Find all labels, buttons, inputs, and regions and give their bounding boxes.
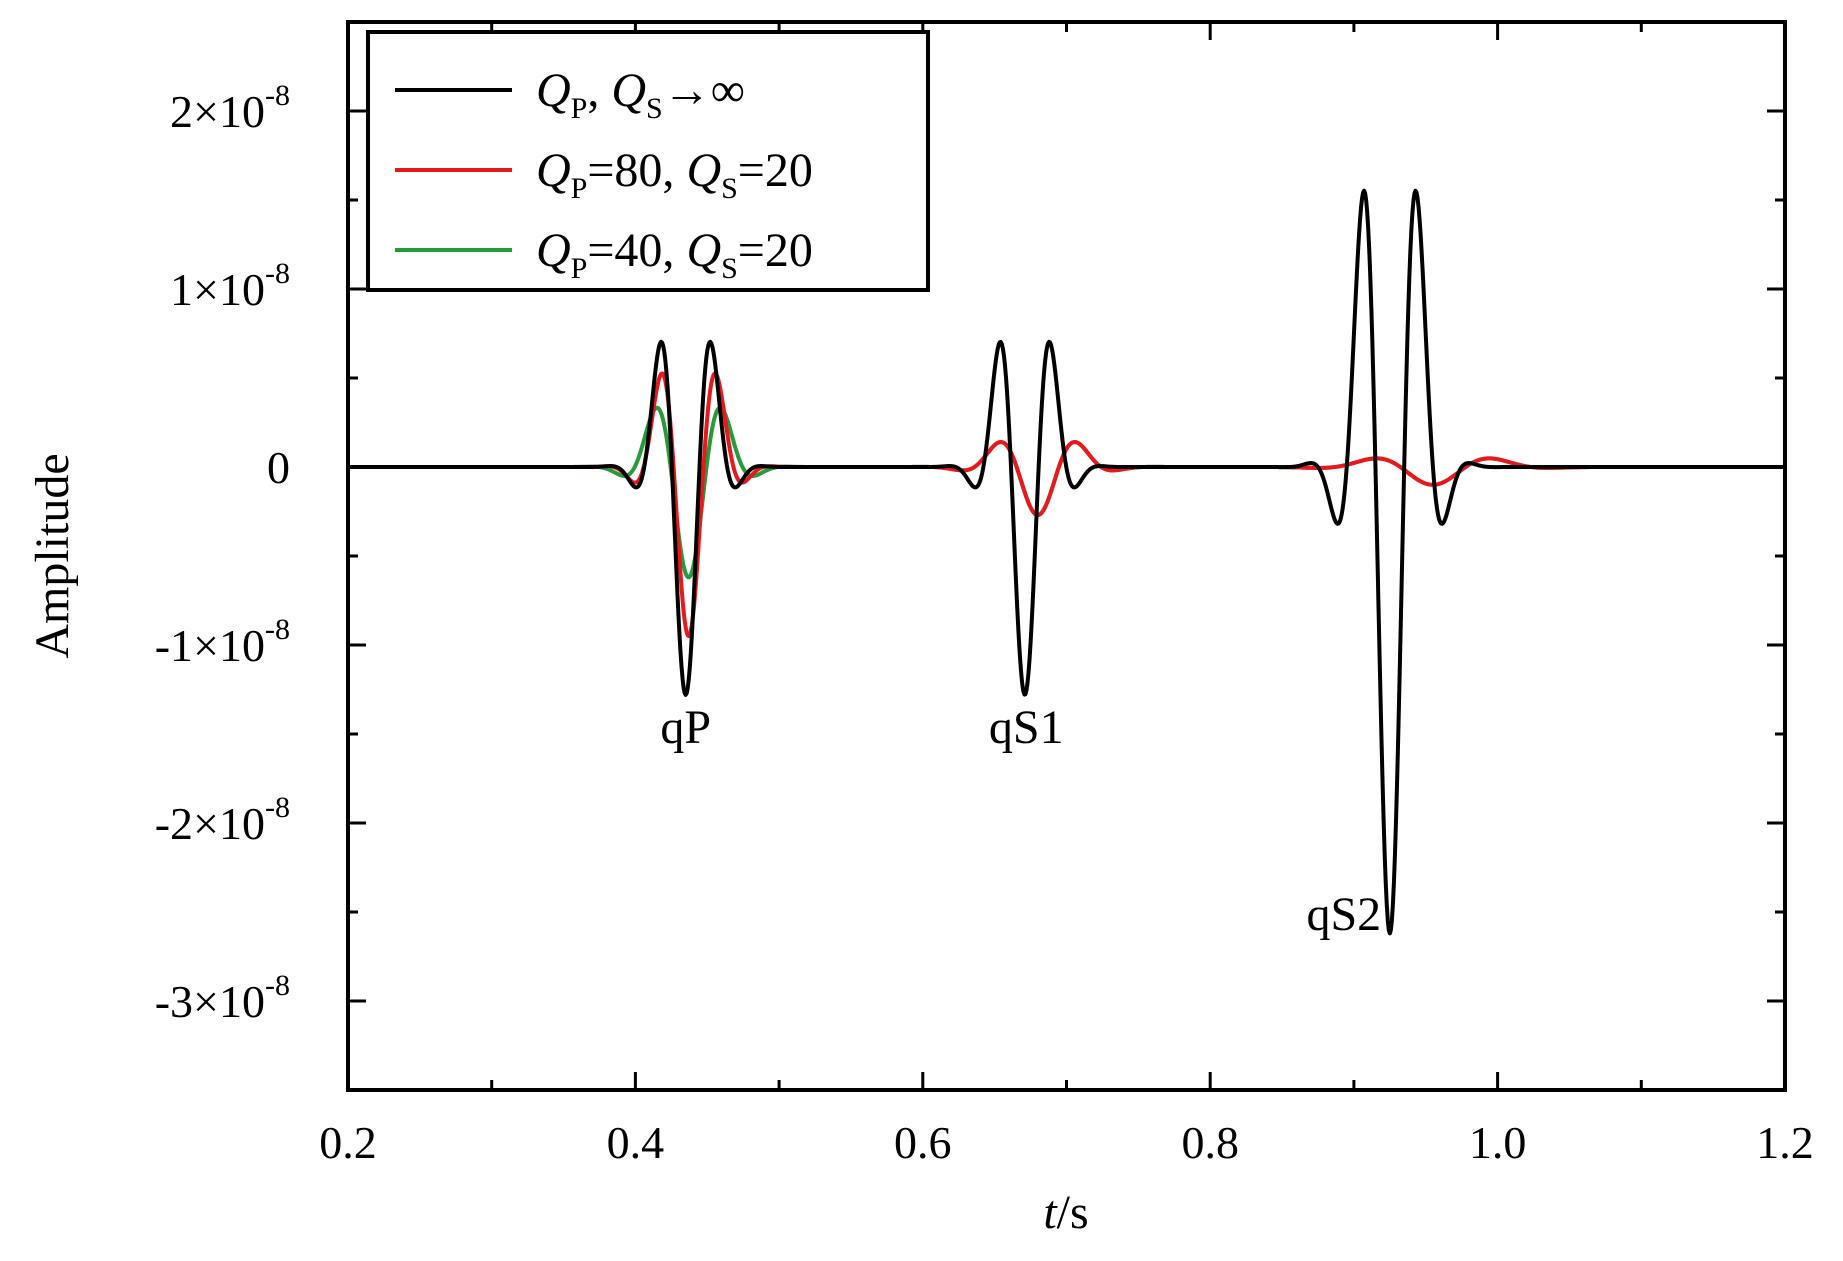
legend-mid: , [587,64,611,117]
y-tick-exponent: -8 [265,613,290,646]
x-tick-label: 0.2 [319,1117,377,1168]
legend-s2: S [721,252,738,285]
legend-s1: P [571,252,588,285]
y-tick-label: -1×10-8 [155,613,290,671]
wave-label: qS2 [1306,888,1381,941]
y-tick-label: -2×10-8 [155,791,290,849]
y-tick-mantissa: 1×10 [170,264,265,315]
legend-q1: Q [536,64,571,117]
legend-entry-label: QP=80, QS=20 [536,144,813,205]
y-tick-mantissa: -2×10 [155,798,265,849]
wave-label: qS1 [989,701,1064,754]
legend-tail: =20 [738,144,813,197]
series-line-2 [348,405,1785,580]
legend-s1: P [571,172,588,205]
legend-mid: =80, [587,144,686,197]
x-tick-label: 1.2 [1756,1117,1814,1168]
legend-entry-label: QP=40, QS=20 [536,224,813,285]
x-tick-label: 0.6 [894,1117,952,1168]
wave-annotations: qP qS1 qS2 [660,701,1381,941]
y-tick-exponent: -8 [265,257,290,290]
series-line-1 [348,371,1785,639]
y-tick-mantissa: -3×10 [155,976,265,1027]
y-tick-label: -3×10-8 [155,969,290,1027]
y-axis: 2×10-81×10-80-1×10-8-2×10-8-3×10-8 [155,79,1785,1027]
y-tick-mantissa: 0 [267,442,290,493]
y-tick-mantissa: 2×10 [170,86,265,137]
y-axis-title: Amplitude [26,453,79,658]
y-tick-mantissa: -1×10 [155,620,265,671]
x-tick-label: 1.0 [1469,1117,1527,1168]
legend-q1: Q [536,224,571,277]
series-layer [348,188,1785,936]
y-tick-label: 1×10-8 [170,257,290,315]
legend-frame [366,30,930,292]
x-axis: 0.2 0.4 0.6 0.8 1.0 1.2 [319,22,1814,1168]
legend-s2: S [721,172,738,205]
legend-q2: Q [611,64,646,117]
y-tick-label: 0 [267,442,290,493]
legend-q1: Q [536,144,571,197]
legend-s2: S [646,92,663,125]
legend-tail: →∞ [663,64,745,117]
legend-s1: P [571,92,588,125]
series-line-0 [348,188,1785,936]
y-tick-label: 2×10-8 [170,79,290,137]
y-tick-exponent: -8 [265,791,290,824]
legend-q2: Q [686,144,721,197]
wave-label: qP [660,701,711,754]
x-axis-title-var: t [1043,1186,1058,1239]
legend-mid: =40, [587,224,686,277]
y-tick-exponent: -8 [265,969,290,1002]
legend-entry-label: QP, QS→∞ [536,64,745,125]
x-axis-title-unit: /s [1057,1186,1089,1239]
y-tick-exponent: -8 [265,79,290,112]
x-tick-label: 0.8 [1181,1117,1239,1168]
x-axis-title: t/s [1043,1186,1088,1239]
legend-tail: =20 [738,224,813,277]
x-tick-label: 0.4 [607,1117,665,1168]
legend-q2: Q [686,224,721,277]
